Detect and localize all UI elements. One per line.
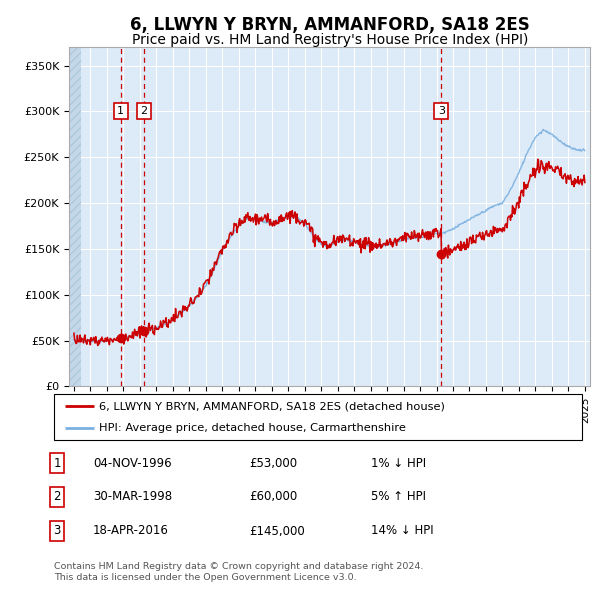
Text: £145,000: £145,000 [249,525,305,537]
Text: 3: 3 [53,525,61,537]
Text: Contains HM Land Registry data © Crown copyright and database right 2024.: Contains HM Land Registry data © Crown c… [54,562,424,571]
Text: 6, LLWYN Y BRYN, AMMANFORD, SA18 2ES: 6, LLWYN Y BRYN, AMMANFORD, SA18 2ES [130,16,530,34]
Text: 14% ↓ HPI: 14% ↓ HPI [371,525,433,537]
Text: This data is licensed under the Open Government Licence v3.0.: This data is licensed under the Open Gov… [54,572,356,582]
Text: 5% ↑ HPI: 5% ↑ HPI [371,490,426,503]
Text: HPI: Average price, detached house, Carmarthenshire: HPI: Average price, detached house, Carm… [99,423,406,433]
Text: Price paid vs. HM Land Registry's House Price Index (HPI): Price paid vs. HM Land Registry's House … [132,32,528,47]
Text: 2: 2 [140,106,148,116]
Text: 04-NOV-1996: 04-NOV-1996 [93,457,172,470]
Text: 1% ↓ HPI: 1% ↓ HPI [371,457,426,470]
Text: 2: 2 [53,490,61,503]
Text: 1: 1 [53,457,61,470]
Text: £53,000: £53,000 [249,457,297,470]
Text: 3: 3 [438,106,445,116]
Text: 1: 1 [117,106,124,116]
Text: £60,000: £60,000 [249,490,297,503]
Bar [69,47,80,386]
Text: 6, LLWYN Y BRYN, AMMANFORD, SA18 2ES (detached house): 6, LLWYN Y BRYN, AMMANFORD, SA18 2ES (de… [99,401,445,411]
Text: 18-APR-2016: 18-APR-2016 [93,525,169,537]
Text: 30-MAR-1998: 30-MAR-1998 [93,490,172,503]
